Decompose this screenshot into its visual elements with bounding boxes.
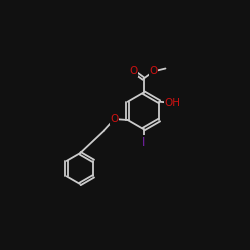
Text: O: O — [110, 114, 119, 124]
Text: O: O — [150, 66, 158, 76]
Text: OH: OH — [164, 98, 180, 108]
Text: O: O — [130, 66, 138, 76]
Text: I: I — [142, 136, 145, 149]
